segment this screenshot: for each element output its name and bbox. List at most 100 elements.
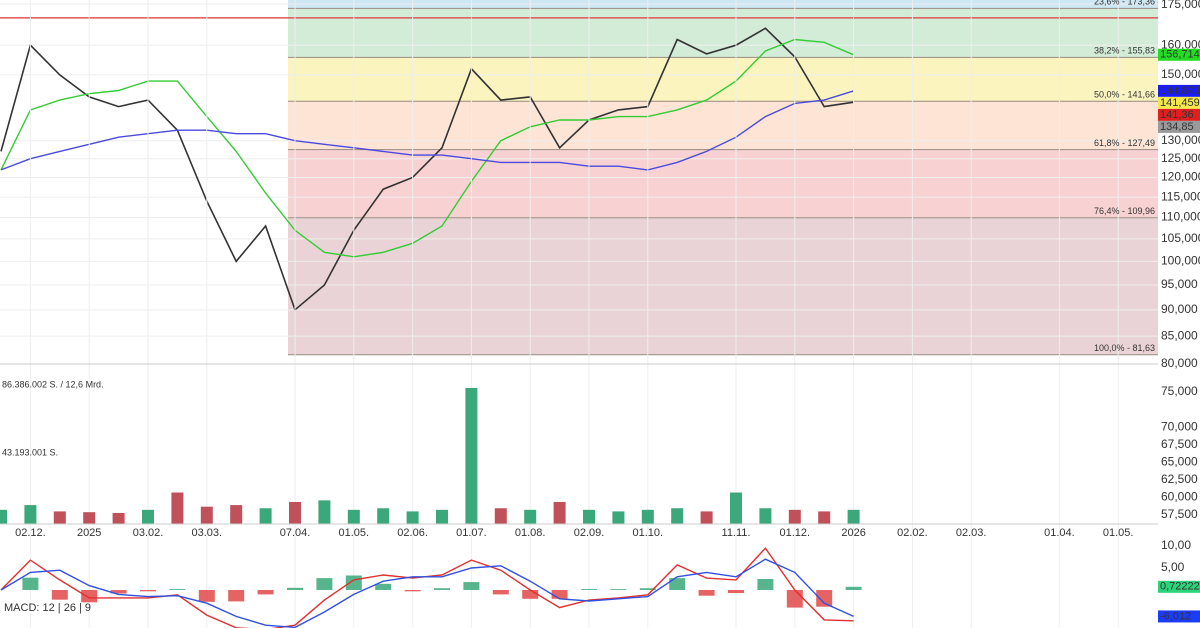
y2-tick-label: 65,000 xyxy=(1161,454,1198,468)
macd-panel xyxy=(0,547,862,628)
y2-tick-label: 75,000 xyxy=(1161,384,1198,398)
x-tick-label: 11.11. xyxy=(722,527,751,539)
price-tag-label: 156,714 xyxy=(1160,49,1200,61)
macd-histogram-bar xyxy=(110,589,127,594)
volume-bar xyxy=(700,511,713,524)
volume-bar xyxy=(788,509,801,524)
macd-histogram-bar xyxy=(698,589,715,596)
price-tag-label: 141,36 xyxy=(1160,109,1194,121)
x-tick-label: 01.04. xyxy=(1044,527,1075,539)
y-tick-label: 10,00 xyxy=(1161,538,1191,552)
price-tag xyxy=(1158,96,1200,109)
volume-bar xyxy=(142,509,154,524)
x-tick-label: 2026 xyxy=(841,527,865,539)
macd-histogram-bar xyxy=(22,577,39,590)
y2-tick-label: 62,500 xyxy=(1161,472,1198,486)
macd-histogram-bar xyxy=(757,578,774,590)
volume-bar xyxy=(641,509,654,524)
x-tick-label: 03.03. xyxy=(192,527,223,539)
macd-histogram-bar xyxy=(669,578,686,590)
macd-histogram-bar xyxy=(169,589,186,590)
volume-bar xyxy=(171,492,184,524)
y-tick-label: 160,000 xyxy=(1161,37,1200,51)
volume-bar xyxy=(759,508,772,524)
x-tick-label: 01.05. xyxy=(339,527,370,539)
volume-bar xyxy=(583,509,595,524)
y-tick-label: 125,000 xyxy=(1161,151,1200,165)
volume-bar xyxy=(83,512,96,524)
volume-bar xyxy=(494,508,507,524)
volume-bar xyxy=(112,512,125,524)
x-tick-label: 02.12. xyxy=(15,527,46,539)
price-tag xyxy=(1158,48,1200,61)
macd-histogram-bar xyxy=(728,589,744,594)
macd-histogram-bar xyxy=(610,589,627,590)
x-tick-label: 2025 xyxy=(77,527,101,539)
y-tick-label: 90,000 xyxy=(1161,302,1198,316)
x-tick-label: 01.12. xyxy=(780,527,811,539)
volume-label: 43.193.001 S. xyxy=(2,447,58,457)
x-tick-label: 02.03. xyxy=(956,527,987,539)
y-tick-label: 85,000 xyxy=(1161,328,1198,342)
y2-tick-label: 70,000 xyxy=(1161,419,1198,433)
macd-histogram-bar xyxy=(375,583,392,590)
series-line xyxy=(0,38,854,258)
series-line xyxy=(0,27,854,312)
macd-histogram-bar xyxy=(522,589,539,599)
x-tick-label: 01.05. xyxy=(1103,527,1134,539)
x-tick-label: 02.09. xyxy=(574,527,605,539)
volume-bar xyxy=(377,508,390,524)
series-line xyxy=(0,558,854,628)
macd-histogram-bar xyxy=(639,588,656,590)
fib-label: 38,2% - 155,83 xyxy=(1094,46,1155,56)
fib-zone xyxy=(288,149,1158,218)
macd-histogram-bar xyxy=(492,589,509,595)
macd-histogram-bar xyxy=(198,589,215,602)
volume-bar xyxy=(730,492,742,524)
series-line xyxy=(0,90,854,171)
volume-bar xyxy=(24,505,37,524)
volume-bar xyxy=(847,509,860,524)
fib-label: 23,6% - 173,36 xyxy=(1094,0,1155,7)
y-tick-label: 5,00 xyxy=(1161,560,1185,574)
price-tag xyxy=(1158,610,1200,623)
volume-bar xyxy=(318,500,331,524)
price-tag-label: 144,873 xyxy=(1160,85,1200,97)
volume-bar xyxy=(671,508,684,524)
fib-zone xyxy=(288,101,1158,150)
macd-histogram-bar xyxy=(257,589,274,595)
price-tag xyxy=(1158,84,1200,97)
x-tick-label: 02.02. xyxy=(897,527,928,539)
fib-label: 61,8% - 127,49 xyxy=(1094,138,1155,148)
y-tick-label: 115,000 xyxy=(1161,189,1200,203)
y-tick-label: 100,000 xyxy=(1161,254,1200,268)
macd-histogram-bar xyxy=(228,589,245,602)
x-tick-label: 03.02. xyxy=(133,527,164,539)
y-tick-label: 175,000 xyxy=(1161,0,1200,11)
macd-histogram-bar xyxy=(81,589,98,603)
fib-label: 50,0% - 141,66 xyxy=(1094,90,1155,100)
fib-label: 100,0% - 81,63 xyxy=(1094,343,1155,353)
x-tick-label: 07.04. xyxy=(280,527,311,539)
y-tick-label: 110,000 xyxy=(1161,210,1200,224)
fib-zone xyxy=(288,8,1158,58)
volume-label: 86.386.002 S. / 12,6 Mrd. xyxy=(2,379,104,389)
volume-bar xyxy=(436,509,448,524)
volume-bar xyxy=(818,511,831,524)
y2-tick-label: 60,000 xyxy=(1161,490,1198,504)
macd-histogram-bar xyxy=(786,589,803,608)
macd-histogram-bar xyxy=(140,589,156,592)
volume-bar xyxy=(553,501,566,524)
volume-bar xyxy=(347,509,360,524)
price-tag-label: 141,459 xyxy=(1160,97,1200,109)
y-tick-label: 130,000 xyxy=(1161,133,1200,147)
macd-histogram-bar xyxy=(316,578,333,590)
macd-title: MACD: 12 | 26 | 9 xyxy=(4,602,91,614)
price-panel xyxy=(0,0,1158,364)
macd-histogram-bar xyxy=(287,587,303,590)
macd-histogram-bar xyxy=(816,589,833,607)
y2-tick-label: 57,500 xyxy=(1161,507,1198,521)
y-tick-label: 105,000 xyxy=(1161,231,1200,245)
price-tag xyxy=(1158,580,1200,593)
